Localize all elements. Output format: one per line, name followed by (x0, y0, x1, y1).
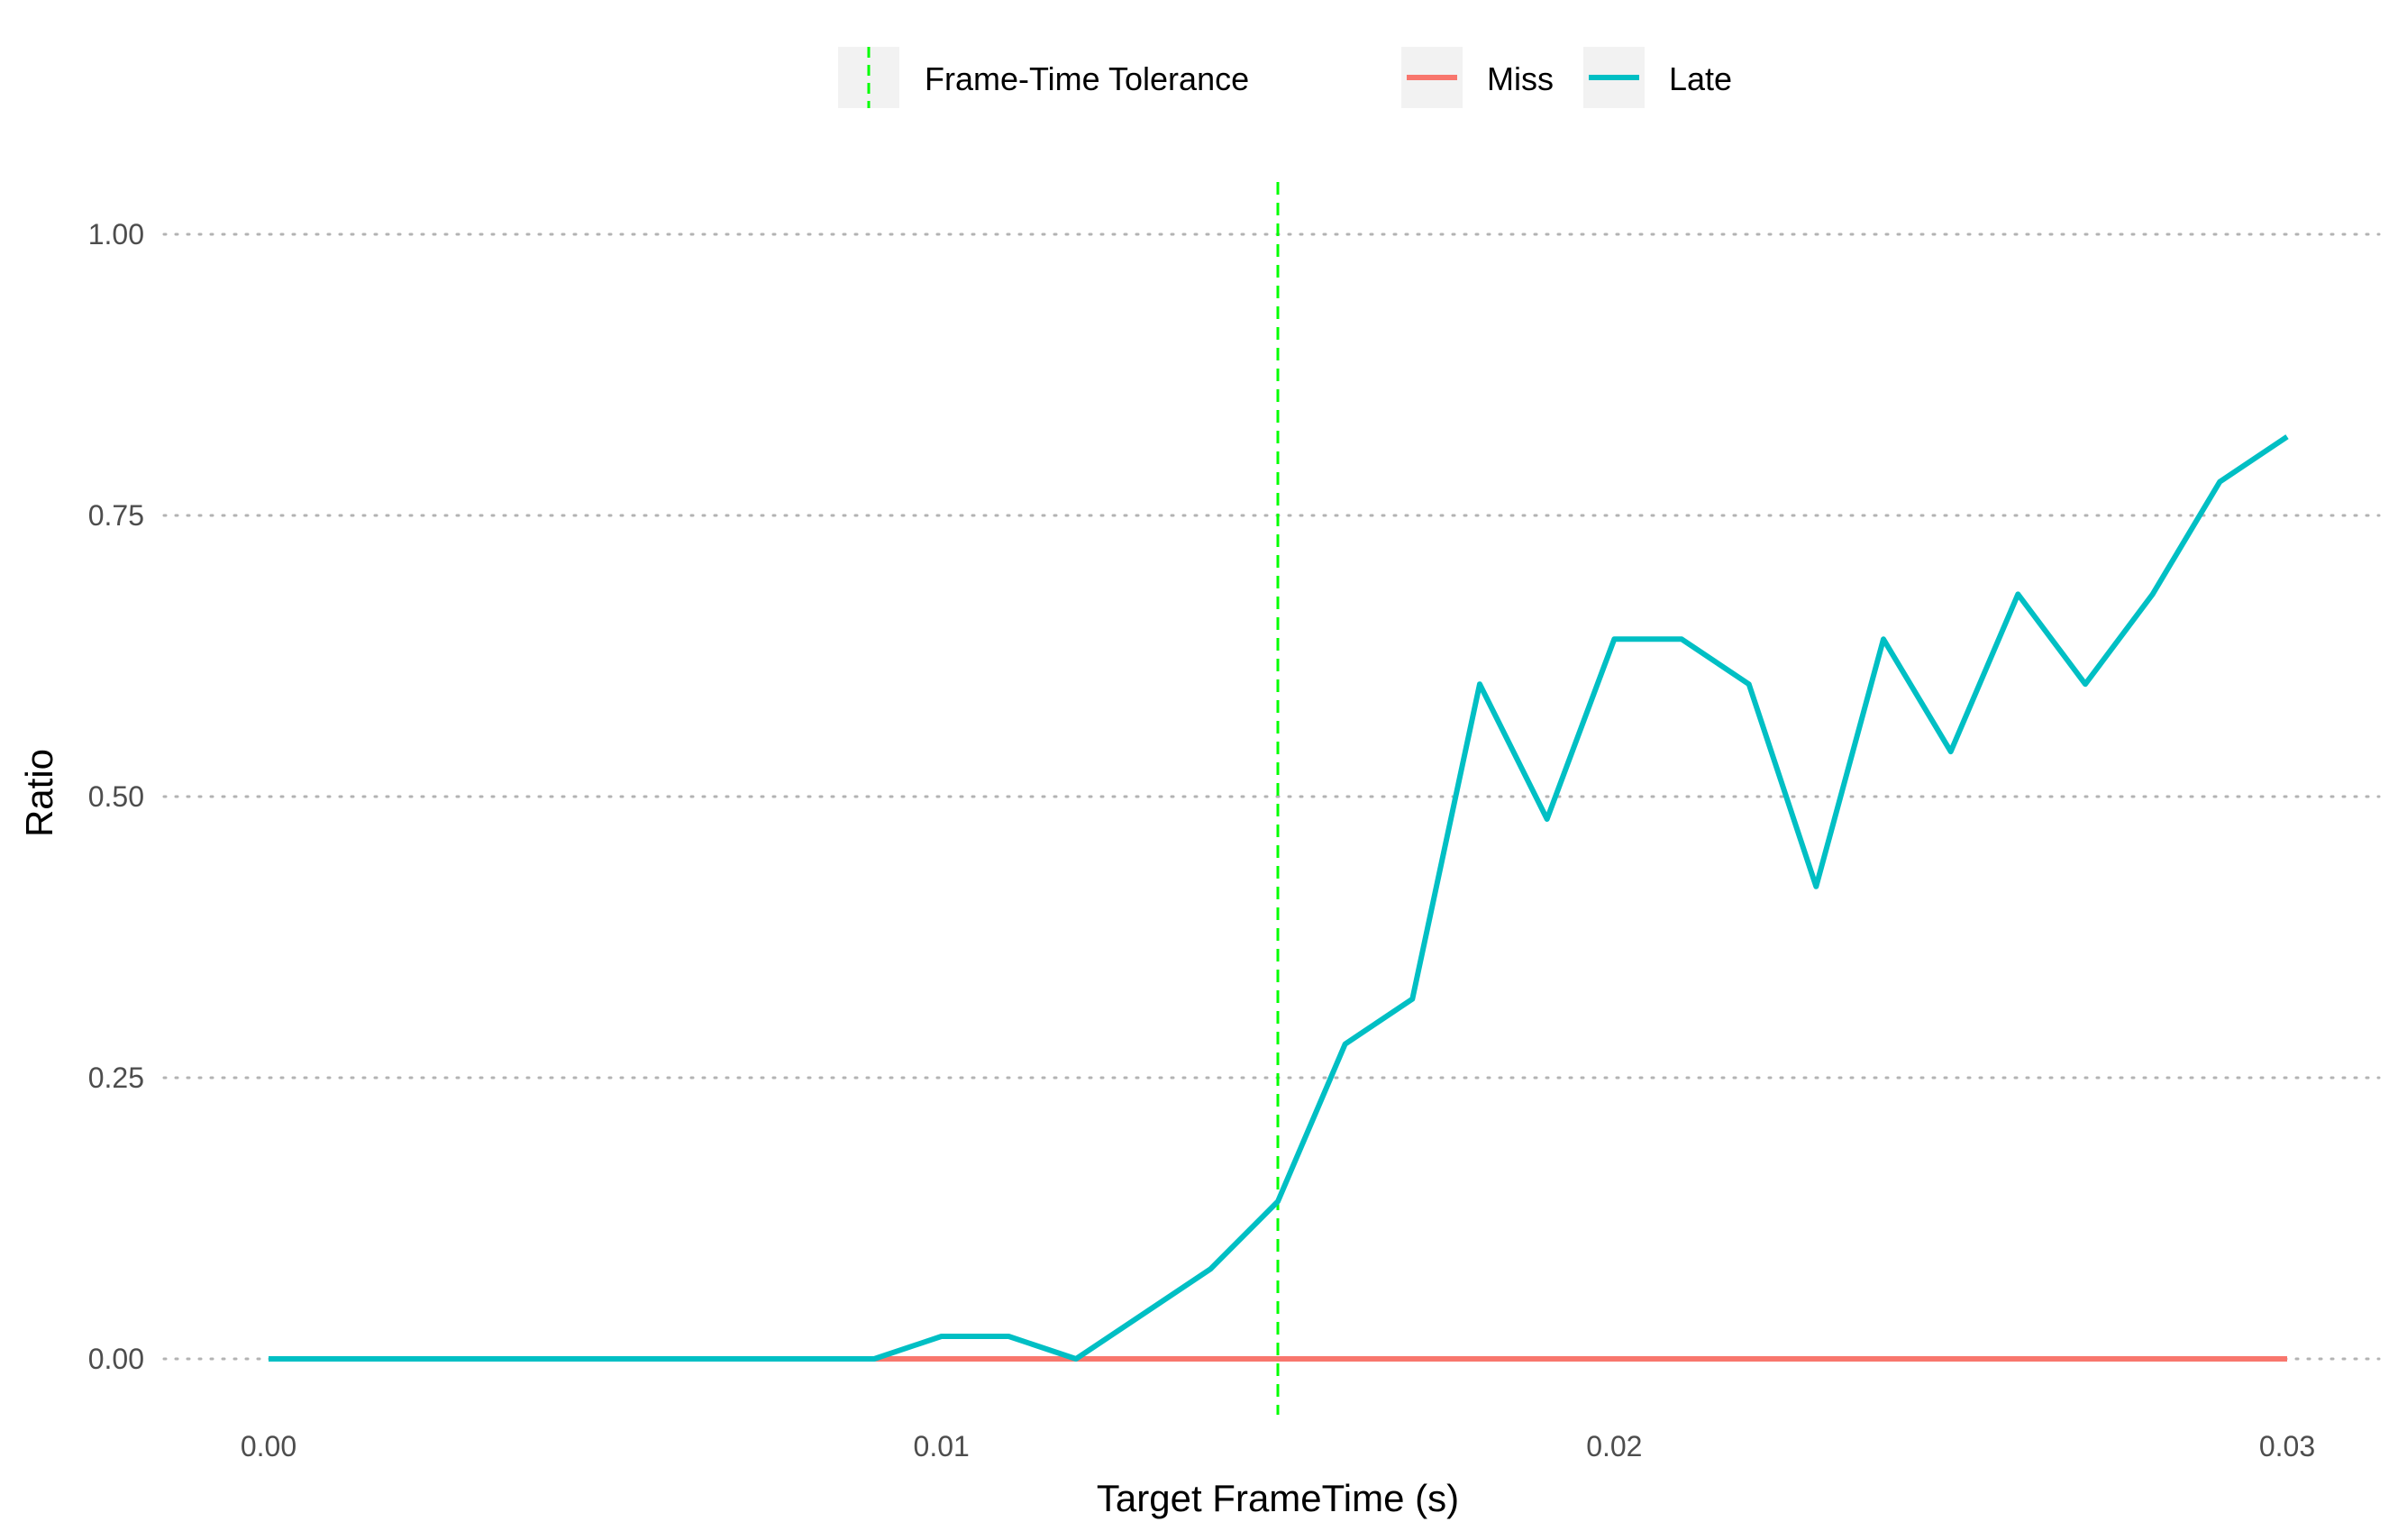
x-tick-label: 0.03 (2259, 1430, 2315, 1463)
legend-label-tolerance: Frame-Time Tolerance (925, 60, 1249, 97)
y-tick-label: 0.75 (88, 499, 144, 532)
y-tick-label: 0.25 (88, 1062, 144, 1094)
series-layer (269, 434, 2289, 1362)
y-tick-label: 0.50 (88, 780, 144, 813)
x-tick-label: 0.02 (1586, 1430, 1642, 1463)
y-tick-label: 1.00 (88, 218, 144, 251)
x-tick-label: 0.01 (914, 1430, 970, 1463)
gridlines (162, 232, 2381, 1361)
legend-label-miss: Miss (1487, 60, 1554, 97)
x-axis-title: Target FrameTime (s) (1097, 1477, 1459, 1519)
legend-label-late: Late (1669, 60, 1732, 97)
axis-ticks: 0.00 0.25 0.50 0.75 1.00 0.00 0.01 0.02 0.03 (88, 218, 2315, 1463)
x-tick-label: 0.00 (241, 1430, 296, 1463)
y-axis-title: Ratio (18, 749, 60, 837)
y-tick-label: 0.00 (88, 1343, 144, 1375)
series-line-late (269, 434, 2289, 1362)
legend: Frame-Time Tolerance Miss Late (838, 47, 1732, 108)
